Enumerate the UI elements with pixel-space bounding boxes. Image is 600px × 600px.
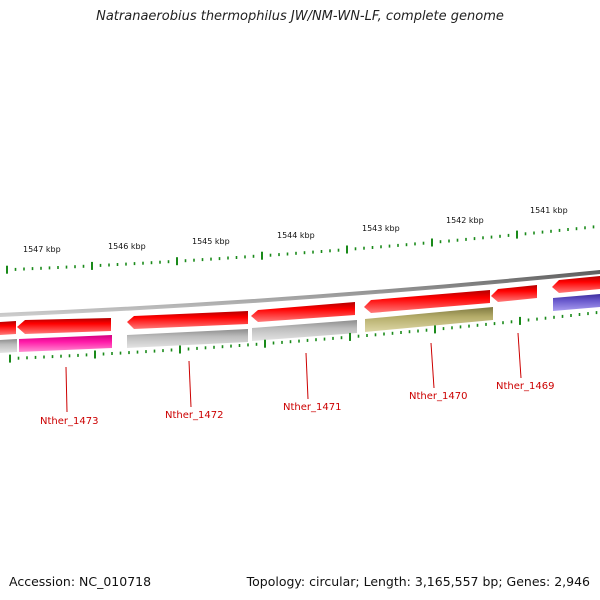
purple-feature-bar [553, 294, 600, 311]
gene-label-nther-1471[interactable]: Nther_1471 [283, 402, 341, 413]
kbp-labels: 1547 kbp 1546 kbp 1545 kbp 1544 kbp 1543… [23, 206, 568, 254]
kbp-label-1541: 1541 kbp [530, 206, 568, 215]
genome-info-text: Topology: circular; Length: 3,165,557 bp… [246, 574, 590, 589]
kbp-label-1542: 1542 kbp [446, 216, 484, 225]
kbp-label-1544: 1544 kbp [277, 231, 315, 240]
gray-feature-bar [127, 329, 248, 348]
olive-feature-bar [365, 307, 493, 332]
cds-arrow [364, 290, 490, 313]
cds-arrow [552, 276, 600, 293]
pointer-line [517, 332, 522, 379]
gene-label-nther-1472[interactable]: Nther_1472 [165, 410, 223, 421]
gene-label-nther-1469[interactable]: Nther_1469 [496, 381, 554, 392]
gray-feature-bar [0, 339, 17, 353]
cds-arrow [251, 302, 355, 322]
gene-pointer-lines [65, 332, 522, 413]
cds-arrow [127, 311, 248, 329]
kbp-label-1545: 1545 kbp [192, 237, 230, 246]
accession-text: Accession: NC_010718 [9, 574, 152, 589]
kbp-label-1546: 1546 kbp [108, 242, 146, 251]
genome-backbone [0, 270, 600, 317]
cds-arrow [491, 285, 537, 302]
magenta-feature-bar [19, 335, 112, 352]
colored-feature-bars [0, 294, 600, 353]
pointer-line [430, 342, 435, 389]
outer-tick-row [6, 225, 595, 274]
cds-arrow [17, 318, 111, 334]
cds-features [0, 276, 600, 335]
map-title: Natranaerobius thermophilus JW/NM-WN-LF,… [96, 9, 504, 24]
kbp-label-1547: 1547 kbp [23, 245, 61, 254]
inner-tick-row [9, 311, 598, 363]
gene-label-nther-1473[interactable]: Nther_1473 [40, 416, 98, 427]
cds-arrow [0, 321, 16, 335]
pointer-line [65, 366, 68, 413]
pointer-line [188, 360, 192, 408]
gene-label-nther-1470[interactable]: Nther_1470 [409, 391, 467, 402]
gray-feature-bar [252, 320, 357, 341]
pointer-line [305, 352, 309, 400]
gene-labels: Nther_1473 Nther_1472 Nther_1471 Nther_1… [40, 381, 554, 427]
kbp-label-1543: 1543 kbp [362, 224, 400, 233]
